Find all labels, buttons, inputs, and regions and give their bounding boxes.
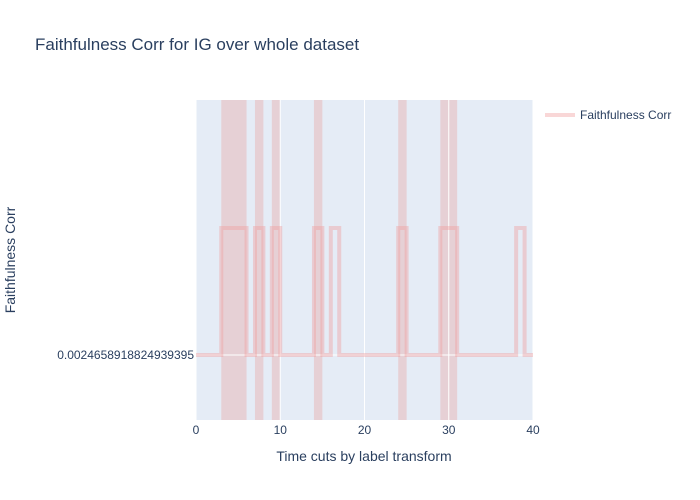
chart-title: Faithfulness Corr for IG over whole data…: [35, 35, 359, 54]
legend[interactable]: Faithfulness Corr: [545, 108, 671, 122]
highlight-bands: [221, 100, 458, 420]
highlight-band: [398, 100, 407, 420]
x-tick-labels: 0 10 20 30 40: [193, 423, 540, 437]
highlight-band: [313, 100, 323, 420]
y-axis-title: Faithfulness Corr: [2, 206, 18, 313]
x-axis-title: Time cuts by label transform: [276, 448, 451, 464]
highlight-band: [254, 100, 264, 420]
x-tick-label: 20: [358, 423, 372, 437]
legend-label: Faithfulness Corr: [580, 108, 671, 122]
x-tick-label: 40: [526, 423, 540, 437]
grid-lines: [195, 100, 534, 420]
y-tick-labels: 0.0024658918824939395: [57, 348, 194, 362]
x-tick-label: 0: [193, 423, 200, 437]
highlight-band: [221, 100, 247, 420]
highlight-band: [271, 100, 281, 420]
x-tick-label: 30: [442, 423, 456, 437]
y-tick-label: 0.0024658918824939395: [57, 348, 194, 362]
x-tick-label: 10: [274, 423, 288, 437]
series-line-faithfulness-corr: [196, 226, 533, 357]
